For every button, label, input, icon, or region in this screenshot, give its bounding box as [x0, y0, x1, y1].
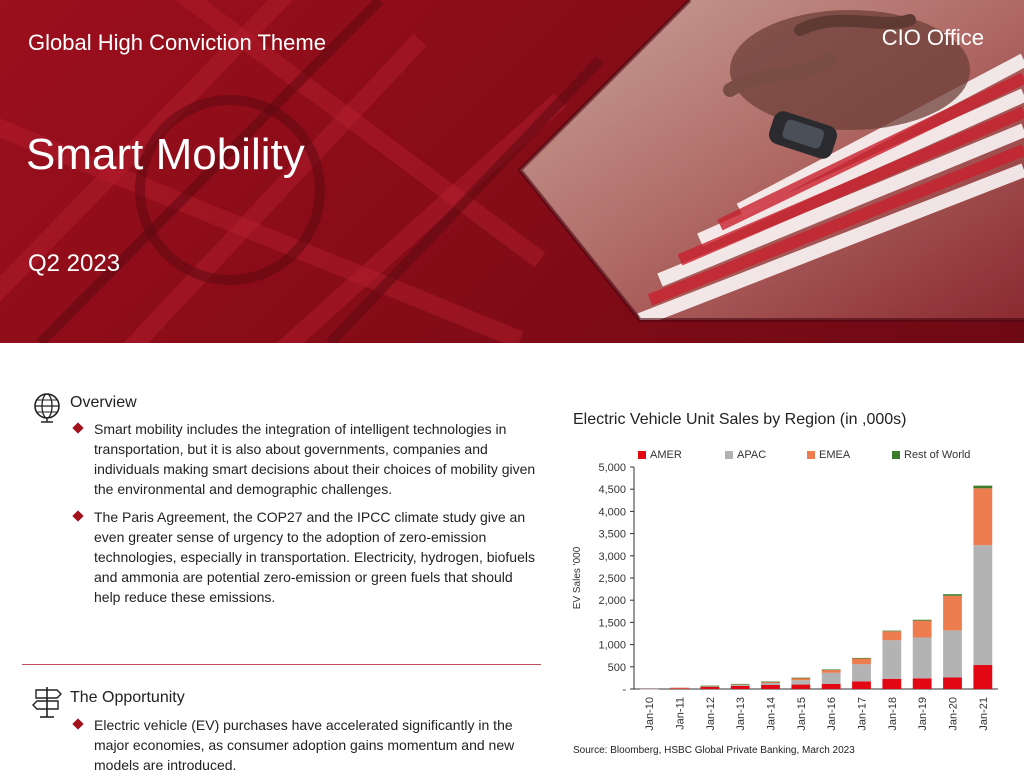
x-tick-label: Jan-20: [948, 697, 960, 731]
bar-segment: [730, 685, 750, 689]
legend-label: Rest of World: [904, 449, 970, 461]
x-tick-label: Jan-14: [766, 697, 778, 731]
legend-label: EMEA: [819, 449, 851, 461]
diamond-bullet-icon: [72, 510, 84, 522]
bar-segment: [943, 595, 962, 631]
bar-segment: [670, 687, 689, 689]
x-tick-label: Jan-19: [917, 697, 929, 731]
bar-segment: [821, 669, 841, 673]
legend-swatch: [807, 451, 815, 459]
y-tick-label: 4,500: [598, 484, 626, 496]
y-tick-label: 3,000: [598, 551, 626, 563]
hero-photo: [517, 0, 1024, 322]
bar-segment: [882, 631, 902, 641]
overview-list: Smart mobility includes the integration …: [72, 419, 542, 615]
x-tick-label: Jan-21: [978, 697, 990, 731]
chart-source: Source: Bloomberg, HSBC Global Private B…: [573, 745, 855, 756]
bullet-text: Electric vehicle (EV) purchases have acc…: [94, 717, 515, 773]
bar-segment: [821, 683, 841, 689]
legend-label: APAC: [737, 449, 766, 461]
y-tick-label: 2,500: [598, 573, 626, 585]
bar-segment: [791, 684, 811, 689]
list-item: Smart mobility includes the integration …: [72, 419, 542, 499]
bullet-text: The Paris Agreement, the COP27 and the I…: [94, 509, 535, 605]
bar-segment: [973, 545, 993, 666]
bar-segment: [912, 637, 932, 679]
bar-segment: [821, 669, 841, 671]
bar-segment: [943, 594, 962, 596]
bar-segment: [852, 658, 871, 665]
overview-heading: Overview: [70, 394, 137, 411]
bar-segment: [791, 677, 811, 679]
x-tick-label: Jan-10: [644, 697, 656, 731]
bar-segment: [912, 678, 932, 689]
x-tick-label: Jan-13: [735, 697, 747, 731]
legend-swatch: [892, 451, 900, 459]
y-axis-label: EV Sales '000: [572, 546, 583, 609]
y-tick-label: -: [622, 684, 626, 696]
x-tick-label: Jan-11: [675, 697, 687, 730]
bar-segment: [912, 619, 932, 621]
y-tick-label: 4,000: [598, 506, 626, 518]
bar-segment: [700, 685, 720, 687]
bar-segment: [761, 685, 780, 689]
y-tick-label: 3,500: [598, 529, 626, 541]
ev-sales-chart: - 500 1,000 1,500 2,000 2,500 3,000 3,500 4,000 4…: [572, 449, 998, 731]
bar-segment: [791, 677, 811, 681]
y-tick-label: 1,500: [598, 617, 626, 629]
y-tick-label: 2,000: [598, 595, 626, 607]
signpost-icon: [32, 687, 62, 718]
x-tick-label: Jan-12: [705, 697, 717, 731]
opportunity-list: Electric vehicle (EV) purchases have acc…: [72, 715, 542, 780]
bar-segment: [700, 686, 720, 688]
bar-segment: [761, 683, 780, 686]
legend-label: AMER: [650, 449, 682, 461]
bar-segment: [882, 678, 902, 689]
bar-segment: [821, 672, 841, 684]
x-tick-label: Jan-18: [887, 697, 899, 731]
y-tick-label: 500: [608, 662, 626, 674]
bullet-text: Smart mobility includes the integration …: [94, 421, 536, 497]
legend-swatch: [725, 451, 733, 459]
bar-segment: [852, 664, 871, 682]
list-item: Electric vehicle (EV) purchases have acc…: [72, 715, 542, 775]
bar-segment: [700, 687, 720, 689]
globe-icon: [34, 393, 60, 423]
x-tick-label: Jan-17: [857, 697, 869, 731]
diamond-bullet-icon: [72, 422, 84, 434]
bar-segment: [852, 681, 871, 689]
y-tick-label: 1,000: [598, 640, 626, 652]
bar-segment: [852, 657, 871, 659]
bar-segment: [973, 485, 993, 489]
bar-segment: [761, 681, 780, 683]
hero-banner: Global High Conviction Theme Smart Mobil…: [0, 0, 1024, 343]
bar-segment: [761, 681, 780, 684]
bar-segment: [791, 680, 811, 685]
office-label: CIO Office: [881, 25, 984, 50]
bar-segment: [973, 665, 993, 689]
bar-segment: [973, 488, 993, 546]
bar-segment: [882, 630, 902, 632]
quarter-label: Q2 2023: [28, 250, 121, 277]
bar-segment: [943, 630, 962, 678]
diamond-bullet-icon: [72, 718, 84, 730]
bar-segment: [639, 688, 659, 690]
theme-label: Global High Conviction Theme: [28, 30, 326, 55]
y-tick-label: 5,000: [598, 462, 626, 474]
bar-segment: [670, 688, 689, 689]
list-item: The Paris Agreement, the COP27 and the I…: [72, 507, 542, 607]
bar-segment: [730, 684, 750, 686]
bar-segment: [912, 620, 932, 638]
x-tick-label: Jan-16: [826, 697, 838, 731]
x-tick-label: Jan-15: [796, 697, 808, 731]
hero-background-pattern: [0, 0, 604, 343]
bar-segment: [943, 677, 962, 689]
chart-title: Electric Vehicle Unit Sales by Region (i…: [573, 411, 907, 428]
bar-segment: [882, 640, 902, 679]
legend-swatch: [638, 451, 646, 459]
section-divider: [22, 664, 541, 665]
bar-segment: [730, 683, 750, 685]
opportunity-heading: The Opportunity: [70, 689, 185, 706]
page-title: Smart Mobility: [26, 130, 305, 179]
